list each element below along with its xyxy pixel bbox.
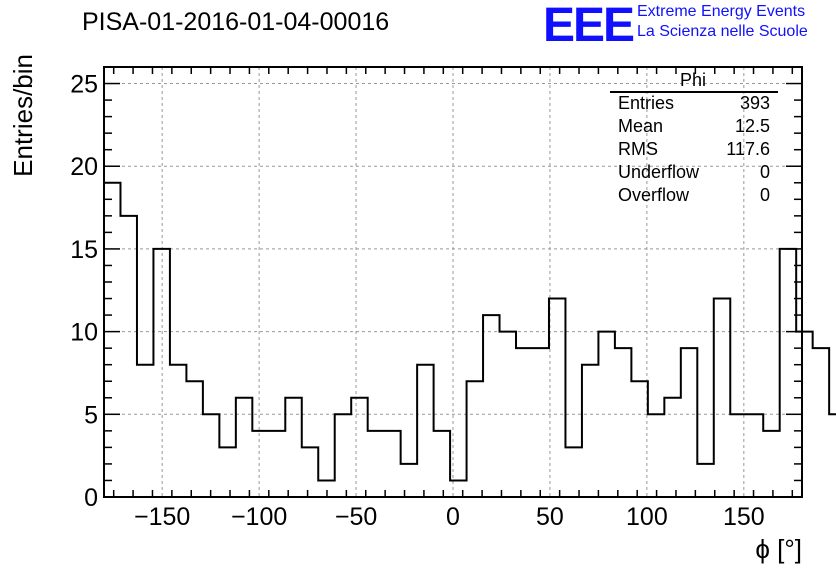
logo-line-2: La Scienza nelle Scuole [637, 23, 808, 40]
stats-value: 0 [759, 185, 770, 205]
stats-value: 12.5 [734, 116, 770, 136]
y-tick-label: 15 [70, 236, 98, 264]
y-tick-label: 25 [70, 71, 98, 99]
tick-labels: −150 −100 −50 0 50 100 150 0 5 10 15 20 25 [70, 71, 765, 531]
stats-label: Entries [618, 93, 675, 113]
x-tick-label: 0 [446, 503, 460, 531]
y-axis-label: Entries/bin [8, 54, 38, 177]
stats-value: 0 [759, 162, 770, 182]
histogram-line [104, 181, 836, 482]
y-tick-label: 20 [70, 153, 98, 181]
y-tick-label: 10 [70, 319, 98, 347]
y-tick-label: 5 [84, 401, 98, 429]
stats-label: Underflow [618, 162, 700, 182]
x-tick-label: 50 [536, 503, 564, 531]
logo-line-1: Extreme Energy Events [637, 3, 806, 20]
stats-divider [610, 91, 778, 93]
x-tick-label: −100 [231, 503, 287, 531]
stats-value: 393 [739, 93, 770, 113]
x-tick-label: 150 [723, 503, 765, 531]
x-tick-label: 100 [626, 503, 668, 531]
stats-label: RMS [618, 139, 658, 159]
stats-value: 117.6 [726, 139, 770, 159]
x-axis-label: ϕ [°] [755, 534, 802, 564]
axis-ticks [104, 66, 802, 498]
x-tick-label: −150 [134, 503, 190, 531]
x-tick-label: −50 [335, 503, 377, 531]
stats-label: Mean [618, 116, 664, 136]
chart-title: PISA-01-2016-01-04-00016 [82, 8, 390, 36]
eee-logo: EEE [543, 0, 635, 52]
y-tick-label: 0 [84, 484, 98, 512]
stats-name: Phi [680, 70, 707, 90]
stats-label: Overflow [618, 185, 690, 205]
